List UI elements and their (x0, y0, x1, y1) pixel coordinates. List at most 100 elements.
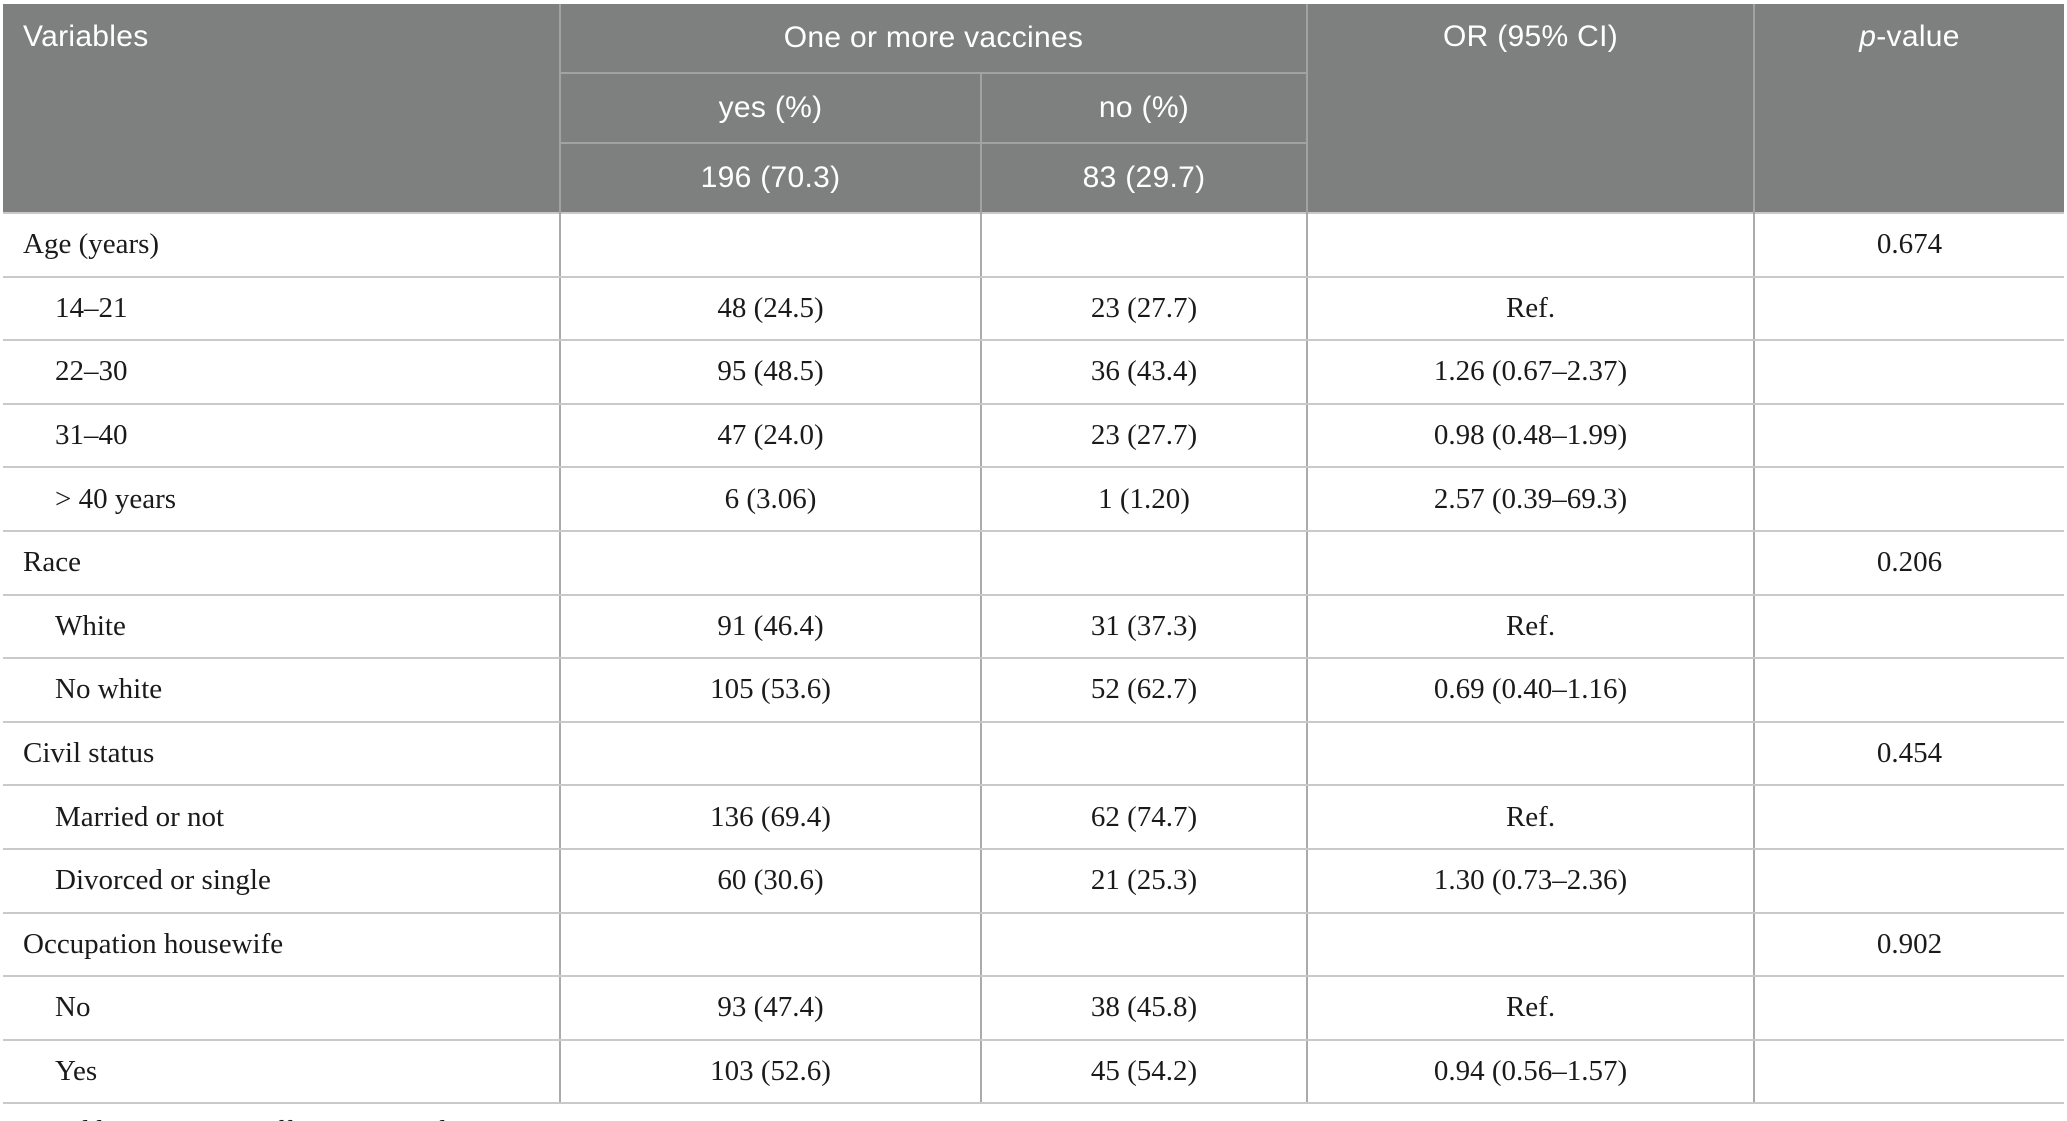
row-label: 22–30 (3, 340, 560, 405)
row-label: No white (3, 658, 560, 723)
p-cell (1753, 658, 2065, 723)
yes-cell: 103 (52.6) (559, 1039, 981, 1105)
row-label: 31–40 (3, 403, 560, 469)
p-cell (1753, 785, 2065, 850)
p-value-rest-part: -value (1876, 20, 1960, 53)
or-cell (1306, 212, 1755, 278)
yes-cell (559, 721, 981, 787)
yes-cell: 136 (69.4) (559, 785, 981, 850)
table-row-civil-status: Civil status 0.454 (3, 721, 2065, 787)
no-cell (979, 212, 1308, 278)
yes-cell: 48 (24.5) (559, 276, 981, 342)
p-cell (1753, 848, 2065, 914)
table-row-race: Race 0.206 (3, 530, 2065, 596)
stats-table: Variables One or more vaccines OR (95% C… (3, 4, 2065, 1105)
no-cell: 45 (54.2) (979, 1039, 1308, 1105)
table-row-age-22-30: 22–30 95 (48.5) 36 (43.4) 1.26 (0.67–2.3… (3, 340, 2065, 405)
no-cell: 36 (43.4) (979, 340, 1308, 405)
table-row-race-no-white: No white 105 (53.6) 52 (62.7) 0.69 (0.40… (3, 658, 2065, 723)
yes-cell: 6 (3.06) (559, 467, 981, 532)
table-row-race-white: White 91 (46.4) 31 (37.3) Ref. (3, 594, 2065, 660)
table-row-age: Age (years) 0.674 (3, 212, 2065, 278)
p-cell (1753, 340, 2065, 405)
yes-cell: 93 (47.4) (559, 976, 981, 1041)
row-label: Civil status (3, 721, 560, 787)
table-row-occupation: Occupation housewife 0.902 (3, 912, 2065, 978)
header-row-1: Variables One or more vaccines OR (95% C… (3, 4, 2065, 213)
table-body: Age (years) 0.674 14–21 48 (24.5) 23 (27… (3, 212, 2065, 1105)
p-cell: 0.206 (1753, 530, 2065, 596)
row-label: Age (years) (3, 212, 560, 278)
row-label: 14–21 (3, 276, 560, 342)
yes-cell: 95 (48.5) (559, 340, 981, 405)
no-cell: 23 (27.7) (979, 403, 1308, 469)
p-cell (1753, 1039, 2065, 1105)
or-cell: 2.57 (0.39–69.3) (1306, 467, 1755, 532)
row-label: Divorced or single (3, 848, 560, 914)
p-cell (1753, 594, 2065, 660)
yes-cell (559, 212, 981, 278)
yes-cell: 47 (24.0) (559, 403, 981, 469)
table-row-age-14-21: 14–21 48 (24.5) 23 (27.7) Ref. (3, 276, 2065, 342)
table-row-occupation-no: No 93 (47.4) 38 (45.8) Ref. (3, 976, 2065, 1041)
p-cell: 0.454 (1753, 721, 2065, 787)
p-cell (1753, 976, 2065, 1041)
no-cell (979, 530, 1308, 596)
or-cell: 0.98 (0.48–1.99) (1306, 403, 1755, 469)
p-cell (1753, 403, 2065, 469)
p-cell: 0.674 (1753, 212, 2065, 278)
or-cell: Ref. (1306, 976, 1755, 1041)
or-cell: 0.69 (0.40–1.16) (1306, 658, 1755, 723)
col-header-yes: yes (%) (559, 73, 982, 144)
or-cell: Ref. (1306, 785, 1755, 850)
p-cell (1753, 276, 2065, 342)
no-cell: 52 (62.7) (979, 658, 1308, 723)
header-row-2: yes (%) no (%) (3, 73, 2064, 144)
no-cell: 21 (25.3) (979, 848, 1308, 914)
col-header-no: no (%) (979, 73, 1309, 144)
p-cell (1753, 467, 2065, 532)
table-header: Variables One or more vaccines OR (95% C… (3, 4, 2065, 213)
or-cell: Ref. (1306, 276, 1755, 342)
yes-cell: 60 (30.6) (559, 848, 981, 914)
col-header-group: One or more vaccines (558, 4, 1309, 74)
no-cell: 38 (45.8) (979, 976, 1308, 1041)
no-cell: 62 (74.7) (979, 785, 1308, 850)
col-header-variables: Variables (3, 4, 561, 213)
row-label: > 40 years (3, 467, 560, 532)
row-label: Race (3, 530, 560, 596)
table-row-age-31-40: 31–40 47 (24.0) 23 (27.7) 0.98 (0.48–1.9… (3, 403, 2065, 469)
table-row-married: Married or not 136 (69.4) 62 (74.7) Ref. (3, 785, 2065, 850)
table-row-divorced: Divorced or single 60 (30.6) 21 (25.3) 1… (3, 848, 2065, 914)
table-row-age-over-40: > 40 years 6 (3.06) 1 (1.20) 2.57 (0.39–… (3, 467, 2065, 532)
or-cell (1306, 912, 1755, 978)
or-cell (1306, 530, 1755, 596)
yes-cell (559, 912, 981, 978)
row-label: Married or not (3, 785, 560, 850)
yes-cell (559, 530, 981, 596)
no-cell: 23 (27.7) (979, 276, 1308, 342)
no-cell: 1 (1.20) (979, 467, 1308, 532)
table-row-occupation-yes: Yes 103 (52.6) 45 (54.2) 0.94 (0.56–1.57… (3, 1039, 2065, 1105)
p-value-italic-part: p (1859, 20, 1877, 53)
col-header-no-total: 83 (29.7) (979, 143, 1309, 213)
no-cell (979, 912, 1308, 978)
p-cell: 0.902 (1753, 912, 2065, 978)
or-cell: Ref. (1306, 594, 1755, 660)
yes-cell: 91 (46.4) (559, 594, 981, 660)
yes-cell: 105 (53.6) (559, 658, 981, 723)
row-label: White (3, 594, 560, 660)
or-cell: 1.26 (0.67–2.37) (1306, 340, 1755, 405)
no-cell (979, 721, 1308, 787)
row-label: No (3, 976, 560, 1041)
or-cell: 0.94 (0.56–1.57) (1306, 1039, 1755, 1105)
header-row-3: 196 (70.3) 83 (29.7) (3, 143, 2064, 213)
row-label: Yes (3, 1039, 560, 1105)
col-header-or-ci: OR (95% CI) (1306, 4, 1756, 213)
row-label: Occupation housewife (3, 912, 560, 978)
or-cell: 1.30 (0.73–2.36) (1306, 848, 1755, 914)
or-cell (1306, 721, 1755, 787)
col-header-yes-total: 196 (70.3) (559, 143, 982, 213)
col-header-p-value: p-value (1753, 4, 2065, 213)
